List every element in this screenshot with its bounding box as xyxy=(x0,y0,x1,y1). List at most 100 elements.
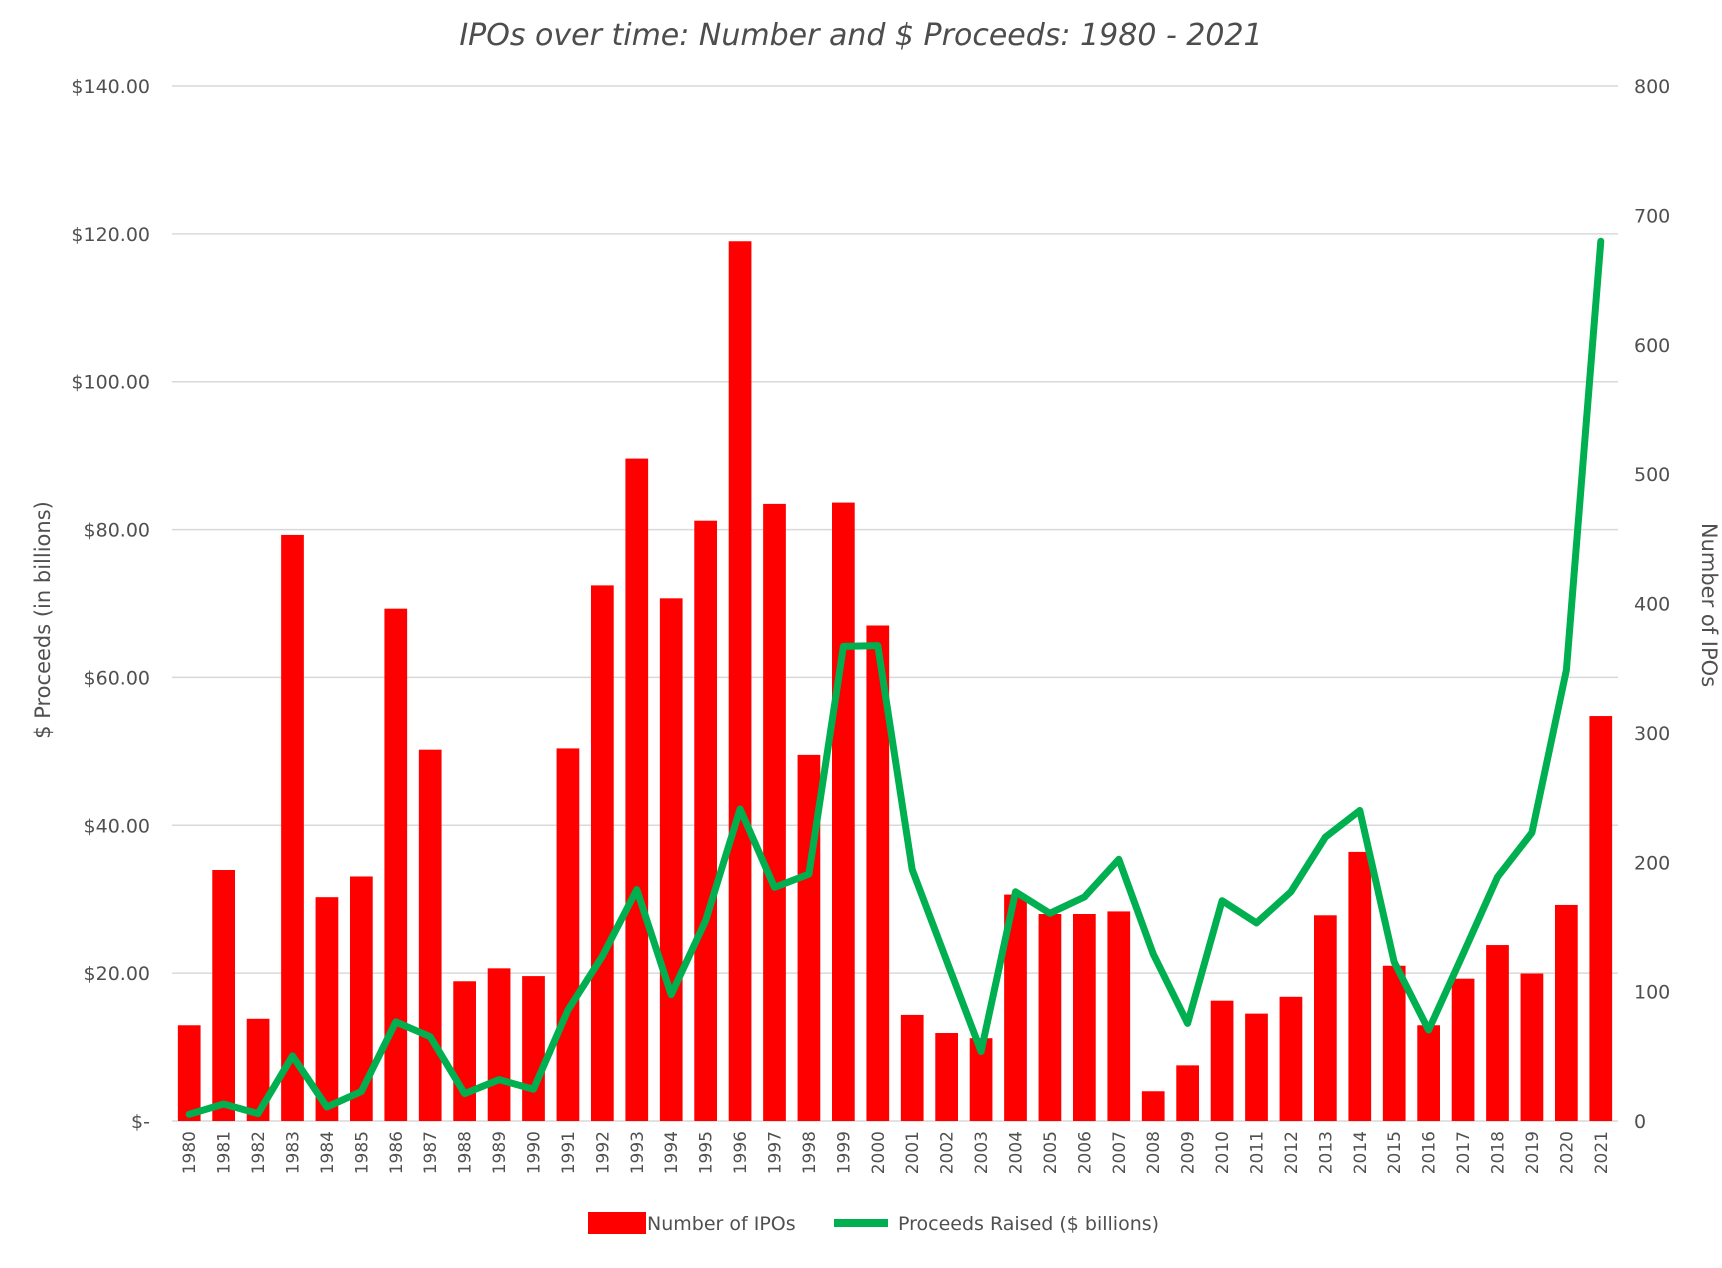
left-tick-label: $100.00 xyxy=(71,372,150,394)
x-tick-label: 2009 xyxy=(1179,1131,1199,1174)
bar-1994 xyxy=(659,598,683,1121)
right-tick-label: 0 xyxy=(1634,1111,1646,1133)
x-tick-label: 1990 xyxy=(525,1131,545,1174)
bar-2021 xyxy=(1589,716,1613,1121)
x-tick-label: 1993 xyxy=(628,1131,648,1174)
left-tick-label: $60.00 xyxy=(84,667,150,689)
right-tick-label: 300 xyxy=(1634,723,1670,745)
bar-2010 xyxy=(1210,1000,1234,1121)
proceeds-line-layer xyxy=(185,237,1605,1118)
bar-2017 xyxy=(1451,978,1475,1121)
bar-1997 xyxy=(763,503,786,1122)
left-axis-ticks: $- $20.00 $40.00 $60.00 $80.00 $100.00 $120.00… xyxy=(71,76,150,1133)
bar-2009 xyxy=(1176,1065,1200,1121)
left-tick-label: $120.00 xyxy=(71,224,150,246)
bar-2007 xyxy=(1107,911,1131,1121)
x-tick-label: 2013 xyxy=(1316,1131,1336,1174)
x-tick-label: 1985 xyxy=(352,1131,372,1174)
bar-2005 xyxy=(1038,914,1062,1121)
right-tick-label: 400 xyxy=(1634,594,1670,616)
right-tick-label: 200 xyxy=(1634,852,1670,874)
bar-1983 xyxy=(281,534,304,1121)
x-tick-label: 1999 xyxy=(834,1131,854,1174)
bar-1986 xyxy=(384,608,408,1121)
left-tick-label: $- xyxy=(131,1111,150,1133)
x-tick-label: 1995 xyxy=(697,1131,717,1174)
bar-2006 xyxy=(1072,914,1096,1121)
x-tick-label: 1994 xyxy=(662,1131,682,1174)
x-tick-label: 1996 xyxy=(731,1131,751,1174)
legend-label-proceeds: Proceeds Raised ($ billions) xyxy=(898,1213,1159,1235)
bar-1995 xyxy=(694,520,718,1121)
bar-1985 xyxy=(349,876,373,1121)
right-tick-label: 100 xyxy=(1634,982,1670,1004)
x-tick-label: 2020 xyxy=(1557,1131,1577,1174)
x-tick-label: 1983 xyxy=(284,1131,304,1174)
bar-1996 xyxy=(728,241,752,1121)
legend-swatch-number-of-ipos xyxy=(588,1212,646,1234)
left-tick-label: $40.00 xyxy=(84,815,150,837)
right-tick-label: 700 xyxy=(1634,205,1670,227)
bar-2001 xyxy=(900,1014,924,1121)
bar-1987 xyxy=(418,749,442,1121)
x-tick-label: 2021 xyxy=(1592,1131,1612,1174)
x-tick-label: 1984 xyxy=(318,1131,338,1174)
bar-1992 xyxy=(590,585,614,1121)
left-axis-label: $ Proceeds (in billions) xyxy=(31,501,55,739)
x-tick-label: 2014 xyxy=(1351,1131,1371,1174)
legend-label-number-of-ipos: Number of IPOs xyxy=(647,1213,796,1235)
legend: Number of IPOs Proceeds Raised ($ billio… xyxy=(588,1212,1159,1235)
x-tick-label: 2017 xyxy=(1454,1131,1474,1174)
x-tick-label: 1991 xyxy=(559,1131,579,1174)
bar-2015 xyxy=(1382,965,1406,1121)
bar-2000 xyxy=(866,625,890,1121)
x-tick-label: 2012 xyxy=(1282,1131,1302,1174)
left-tick-label: $140.00 xyxy=(71,76,150,98)
x-tick-label: 1988 xyxy=(456,1131,476,1174)
x-tick-label: 2002 xyxy=(938,1131,958,1174)
x-tick-label: 2003 xyxy=(972,1131,992,1174)
x-tick-label: 2016 xyxy=(1420,1131,1440,1174)
proceeds-line xyxy=(185,237,1605,1118)
x-tick-label: 2015 xyxy=(1385,1131,1405,1174)
bar-1990 xyxy=(522,976,545,1121)
x-tick-label: 2004 xyxy=(1007,1131,1027,1174)
x-tick-label: 2000 xyxy=(869,1131,889,1174)
bar-1982 xyxy=(246,1018,270,1121)
bar-2011 xyxy=(1245,1013,1268,1121)
bars xyxy=(177,241,1613,1122)
x-tick-label: 1997 xyxy=(766,1131,786,1174)
x-tick-label: 2018 xyxy=(1489,1131,1509,1174)
bar-2002 xyxy=(935,1033,959,1121)
chart-title: IPOs over time: Number and $ Proceeds: 1… xyxy=(459,18,1262,53)
x-tick-label: 2008 xyxy=(1144,1131,1164,1174)
x-tick-label: 2010 xyxy=(1213,1131,1233,1174)
x-tick-label: 2006 xyxy=(1075,1131,1095,1174)
right-axis-label: Number of IPOs xyxy=(1697,523,1721,687)
x-tick-label: 1980 xyxy=(180,1131,200,1174)
bar-1980 xyxy=(177,1025,201,1121)
bar-1989 xyxy=(487,968,511,1121)
bar-2012 xyxy=(1279,996,1303,1121)
bar-2003 xyxy=(969,1038,993,1121)
bar-1993 xyxy=(625,458,649,1122)
x-tick-label: 2005 xyxy=(1041,1131,1061,1174)
gridlines xyxy=(172,85,1618,1122)
bar-1991 xyxy=(556,748,580,1121)
bar-1981 xyxy=(212,870,236,1121)
x-tick-label: 1981 xyxy=(215,1131,235,1174)
x-tick-label: 1992 xyxy=(593,1131,613,1174)
bar-1984 xyxy=(315,897,339,1121)
x-tick-label: 2011 xyxy=(1248,1131,1268,1174)
right-tick-label: 600 xyxy=(1634,335,1670,357)
x-tick-label: 1987 xyxy=(421,1131,441,1174)
bar-2020 xyxy=(1554,904,1578,1121)
x-tick-label: 1982 xyxy=(249,1131,269,1174)
bar-2018 xyxy=(1486,945,1509,1121)
bar-2013 xyxy=(1313,915,1337,1121)
bar-2016 xyxy=(1417,1025,1441,1121)
x-axis-ticks: 1980 1981 1982 1983 1984 1985 1986 1987 1988 1989… xyxy=(180,1131,1612,1174)
x-tick-label: 2001 xyxy=(903,1131,923,1174)
